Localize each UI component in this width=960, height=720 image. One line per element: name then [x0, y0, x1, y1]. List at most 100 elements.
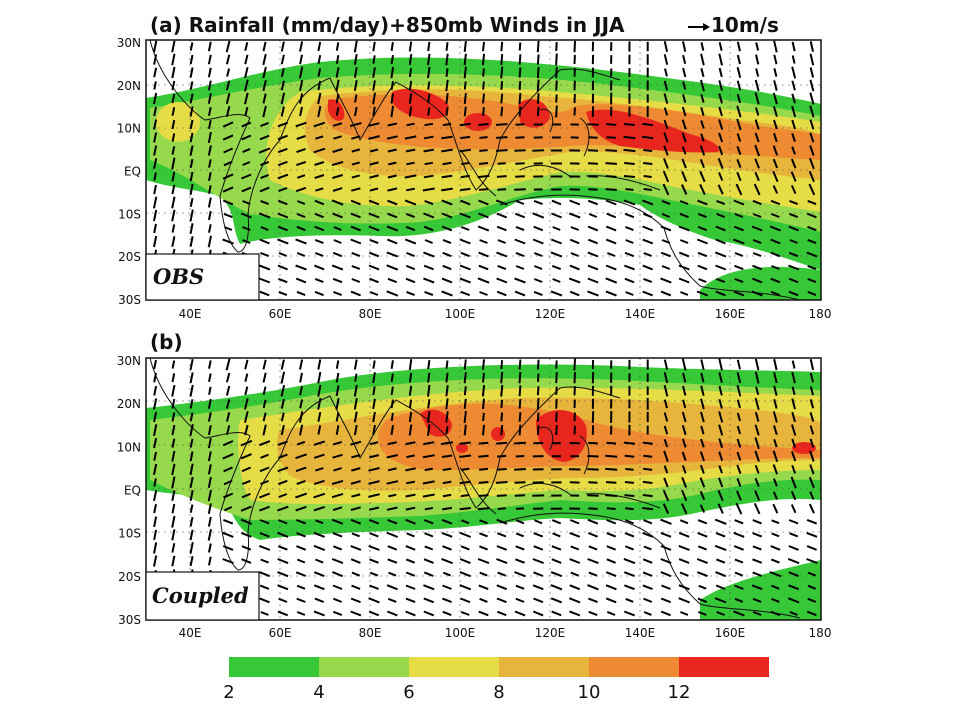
- coupled-wind-vector: [515, 519, 525, 525]
- obs-wind-vector: [223, 212, 233, 219]
- obs-wind-vector: [260, 173, 269, 180]
- obs-wind-vector: [441, 174, 453, 179]
- obs-wind-vector: [153, 132, 158, 143]
- obs-wind-vector: [790, 158, 797, 169]
- coupled-wind-vector: [299, 399, 303, 409]
- obs-wind-vector: [699, 183, 706, 196]
- obs-wind-vector: [369, 277, 379, 284]
- coupled-wind-vector: [405, 506, 416, 511]
- obs-wind-vector: [500, 54, 504, 65]
- obs-wind-vector: [682, 41, 687, 52]
- obs-wind-vector: [536, 79, 540, 92]
- coupled-wind-vector: [189, 384, 194, 397]
- obs-wind-vector: [496, 175, 507, 178]
- obs-wind-vector: [518, 42, 522, 51]
- legend-box-coupled: [145, 571, 260, 621]
- obs-wind-vector: [752, 213, 762, 218]
- obs-wind-vector: [259, 238, 270, 245]
- obs-wind-vector: [772, 170, 779, 183]
- coupled-wind-vector: [442, 584, 452, 590]
- coupled-wind-vector: [241, 492, 251, 499]
- coupled-wind-vector: [697, 545, 707, 551]
- coupled-wind-vector: [240, 453, 252, 460]
- obs-wind-vector: [606, 123, 617, 126]
- obs-wind-vector: [241, 121, 252, 128]
- obs-wind-vector: [368, 251, 380, 258]
- coupled-wind-vector: [552, 532, 561, 538]
- coupled-wind-vector: [333, 467, 342, 472]
- obs-wind-vector: [408, 68, 413, 77]
- obs-wind-vector: [660, 290, 672, 297]
- coupled-wind-vector: [663, 384, 669, 397]
- coupled-wind-vector: [772, 464, 779, 475]
- obs-wind-vector: [769, 225, 782, 232]
- coupled-wind-vector: [809, 399, 815, 409]
- coupled-wind-vector: [788, 584, 800, 591]
- coupled-wind-vector: [427, 399, 431, 409]
- obs-wind-vector: [773, 40, 778, 53]
- coupled-wind-vector: [551, 519, 562, 525]
- colorbar-label: 4: [313, 682, 324, 703]
- coupled-wind-vector: [497, 454, 507, 458]
- obs-wind-vector: [153, 158, 158, 169]
- obs-wind-vector: [570, 252, 579, 257]
- obs-wind-vector: [387, 277, 398, 284]
- coupled-wind-vector: [624, 584, 635, 591]
- obs-wind-vector: [663, 158, 669, 169]
- obs-wind-vector: [445, 107, 449, 116]
- coupled-wind-vector: [587, 558, 599, 565]
- coupled-wind-vector: [481, 384, 486, 397]
- coupled-wind-vector: [262, 386, 267, 396]
- coupled-wind-vector: [736, 425, 742, 435]
- obs-wind-vector: [718, 132, 724, 143]
- obs-wind-vector: [423, 212, 435, 219]
- obs-wind-vector: [459, 122, 471, 127]
- obs-wind-vector: [222, 134, 234, 141]
- obs-wind-vector: [189, 183, 194, 196]
- coupled-wind-vector: [537, 373, 540, 382]
- obs-wind-vector: [642, 135, 654, 140]
- obs-wind-vector: [171, 53, 176, 66]
- obs-wind-vector: [555, 42, 558, 51]
- coupled-wind-vector: [661, 584, 671, 590]
- obs-wind-vector: [424, 199, 434, 206]
- obs-wind-vector: [296, 200, 306, 205]
- obs-wind-vector: [478, 199, 489, 206]
- coupled-wind-vector: [244, 386, 249, 396]
- obs-wind-vector: [387, 212, 398, 219]
- coupled-wind-vector: [317, 384, 322, 397]
- obs-wind-vector: [643, 175, 652, 178]
- coupled-lon-label: 120E: [535, 626, 566, 640]
- obs-wind-vector: [442, 264, 452, 271]
- coupled-wind-vector: [280, 424, 285, 436]
- coupled-wind-vector: [515, 545, 525, 551]
- coupled-wind-vector: [555, 372, 558, 384]
- coupled-wind-vector: [588, 481, 598, 484]
- obs-wind-vector: [262, 93, 267, 104]
- coupled-wind-vector: [536, 425, 540, 435]
- obs-wind-vector: [681, 132, 687, 143]
- coupled-wind-vector: [189, 516, 194, 527]
- obs-wind-vector: [386, 290, 399, 297]
- coupled-wind-vector: [369, 441, 379, 446]
- coupled-wind-vector: [662, 503, 670, 515]
- coupled-wind-vector: [478, 467, 489, 471]
- obs-wind-vector: [772, 92, 778, 105]
- obs-wind-vector: [587, 290, 599, 297]
- obs-wind-vector: [406, 187, 415, 192]
- obs-wind-vector: [332, 277, 343, 284]
- coupled-wind-vector: [440, 441, 454, 445]
- coupled-wind-vector: [773, 372, 778, 384]
- coupled-wind-vector: [536, 412, 540, 422]
- obs-wind-vector: [208, 159, 212, 168]
- obs-wind-vector: [387, 238, 398, 245]
- obs-wind-vector: [153, 40, 158, 53]
- obs-wind-vector: [478, 264, 489, 271]
- coupled-wind-vector: [773, 439, 778, 448]
- obs-wind-vector: [700, 94, 705, 103]
- obs-wind-vector: [533, 252, 543, 257]
- obs-lat-label: EQ: [124, 165, 141, 179]
- obs-wind-vector: [700, 120, 705, 129]
- obs-wind-vector: [262, 79, 267, 92]
- coupled-wind-vector: [463, 424, 467, 436]
